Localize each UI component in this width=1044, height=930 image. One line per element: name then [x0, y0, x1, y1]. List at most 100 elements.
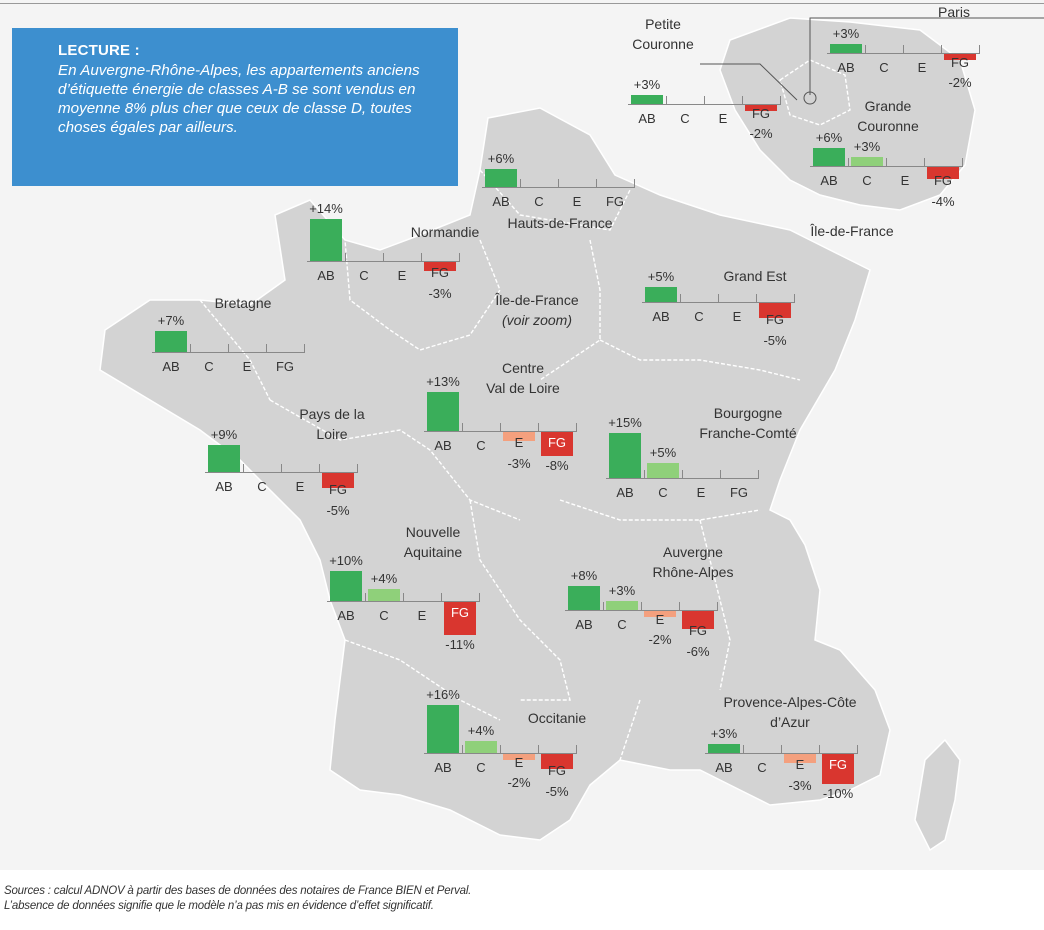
axis-tick [190, 344, 191, 353]
region-name-line: Paris [938, 4, 970, 20]
axis-tick [357, 464, 358, 473]
region-name-paca: Provence-Alpes-Côte d’Azur [723, 692, 856, 732]
category-label-fg: FG [688, 623, 708, 638]
axis-tick [679, 602, 680, 611]
axis-tick [979, 45, 980, 54]
region-name-line: Petite [645, 16, 681, 32]
axis-tick [421, 253, 422, 262]
axis-tick [500, 423, 501, 432]
category-label-c: C [694, 309, 704, 324]
axis-tick [281, 464, 282, 473]
axis-tick [538, 423, 539, 432]
axis-tick [924, 158, 925, 167]
region-name-line: Val de Loire [486, 380, 560, 396]
bar-fg [822, 754, 854, 784]
bar-fg [944, 54, 976, 60]
bar-fg [444, 602, 476, 635]
value-label-ab: +13% [426, 374, 460, 389]
axis-tick [558, 179, 559, 188]
lecture-text: En Auvergne-Rhône-Alpes, les appartement… [58, 62, 420, 136]
region-name-pays-de-la-loire: Pays de la Loire [299, 404, 364, 444]
category-label-c: C [879, 60, 889, 75]
bar-ab [427, 392, 459, 431]
top-rule [0, 3, 1044, 4]
bar-ab [813, 148, 845, 166]
category-label-c: C [476, 760, 486, 775]
bar-e [644, 611, 676, 617]
category-label-ab: AB [337, 608, 355, 623]
category-label-fg: FG [275, 359, 295, 374]
zoom-note: (voir zoom) [501, 312, 573, 328]
axis-tick [383, 253, 384, 262]
value-label-ab: +6% [815, 130, 843, 145]
axis-tick [459, 253, 460, 262]
category-label-e: E [718, 111, 728, 126]
region-name-line: Loire [316, 426, 348, 442]
category-label-fg: FG [430, 265, 450, 280]
axis-tick [462, 745, 463, 754]
value-label-fg: -5% [763, 333, 787, 348]
category-label-c: C [680, 111, 690, 126]
axis-tick [319, 464, 320, 473]
category-label-ab: AB [317, 268, 335, 283]
value-label-e: -3% [507, 456, 531, 471]
axis-tick [596, 179, 597, 188]
bar-ab [631, 95, 663, 104]
axis-tick [403, 593, 404, 602]
category-label-fg: FG [828, 757, 848, 772]
value-label-fg: -2% [948, 75, 972, 90]
region-name-line: Grande [864, 98, 912, 114]
category-label-e: E [900, 173, 910, 188]
category-label-fg: FG [328, 482, 348, 497]
category-label-c: C [379, 608, 389, 623]
bar-fg [541, 754, 573, 769]
bar-fg [682, 611, 714, 629]
value-label-fg: -8% [545, 458, 569, 473]
bar-c [851, 157, 883, 166]
category-label-e: E [417, 608, 427, 623]
region-name-line: Bourgogne [713, 405, 783, 421]
category-label-fg: FG [547, 763, 567, 778]
paris-leader-line [809, 17, 1044, 95]
category-label-ab: AB [652, 309, 670, 324]
category-label-c: C [617, 617, 627, 632]
category-label-c: C [534, 194, 544, 209]
lecture-box: LECTURE : En Auvergne-Rhône-Alpes, les a… [12, 28, 458, 186]
bar-fg [322, 473, 354, 488]
axis-tick [756, 294, 757, 303]
category-label-c: C [257, 479, 267, 494]
axis-tick [243, 464, 244, 473]
value-label-ab: +5% [647, 269, 675, 284]
bar-fg [745, 105, 777, 111]
value-label-e: -2% [648, 632, 672, 647]
region-name-line: Centre [501, 360, 545, 376]
axis-tick [903, 45, 904, 54]
axis-tick [780, 96, 781, 105]
category-label-ab: AB [820, 173, 838, 188]
axis-tick [781, 745, 782, 754]
region-name-line: Île-de-France [810, 223, 894, 239]
bar-fg [541, 432, 573, 456]
value-label-fg: -4% [931, 194, 955, 209]
bar-fg [927, 167, 959, 179]
region-name-line: Auvergne [663, 544, 723, 560]
source-note: Sources : calcul ADNOV à partir des base… [4, 884, 471, 914]
value-label-fg: -3% [428, 286, 452, 301]
axis-tick [758, 470, 759, 479]
axis-tick [680, 294, 681, 303]
category-label-e: E [295, 479, 305, 494]
bar-fg [424, 262, 456, 271]
category-label-fg: FG [450, 605, 470, 620]
value-label-c: +4% [467, 723, 495, 738]
category-label-ab: AB [616, 485, 634, 500]
region-name-bretagne: Bretagne [215, 293, 272, 313]
category-label-ab: AB [638, 111, 656, 126]
category-label-e: E [397, 268, 407, 283]
bar-ab [208, 445, 240, 472]
region-name-line: Pays de la [299, 406, 365, 422]
axis-tick [644, 470, 645, 479]
bar-ab [310, 219, 342, 261]
category-label-ab: AB [162, 359, 180, 374]
axis-tick [865, 45, 866, 54]
axis-tick [848, 158, 849, 167]
